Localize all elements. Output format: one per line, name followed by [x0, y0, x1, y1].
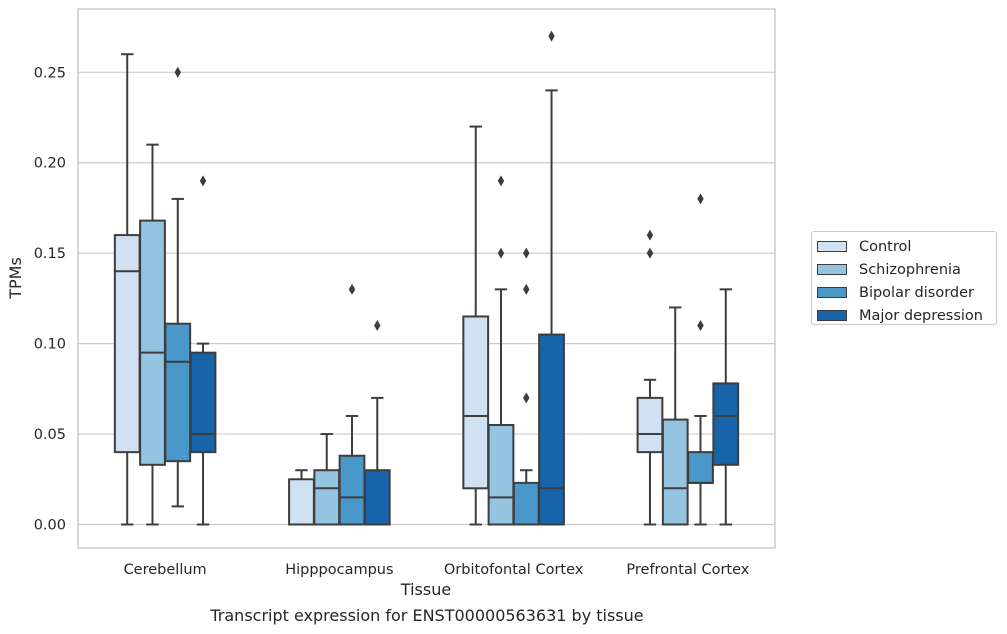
box-plot-area [113, 30, 740, 526]
box-3-0 [636, 229, 664, 526]
box-iqr [636, 396, 664, 454]
outlier-marker [523, 247, 530, 259]
outlier-marker [497, 175, 505, 187]
outlier-marker [374, 320, 381, 332]
box-0-3 [189, 175, 217, 526]
box-3-3 [712, 288, 740, 526]
box-1-0 [288, 469, 315, 526]
box-2-0 [462, 125, 490, 526]
box-3-1 [661, 306, 689, 526]
box-2-1 [487, 175, 515, 526]
x-tick-label: Cerebellum [124, 562, 207, 578]
box-iqr [538, 333, 565, 526]
box-iqr [661, 418, 689, 526]
box-iqr [487, 424, 515, 526]
outlier-marker [174, 66, 181, 78]
legend-label: Schizophrenia [859, 261, 961, 278]
outlier-marker [497, 247, 505, 259]
legend-swatch [817, 264, 847, 275]
legend-swatch [817, 241, 847, 252]
box-0-0 [113, 53, 141, 526]
legend-swatch [817, 310, 847, 321]
box-iqr [338, 454, 366, 526]
outlier-marker [523, 392, 530, 404]
box-0-1 [139, 143, 166, 526]
legend-item: Control [817, 235, 996, 258]
box-iqr [313, 469, 341, 526]
box-1-1 [313, 433, 341, 526]
box-2-3 [538, 30, 565, 526]
box-iqr [363, 469, 391, 526]
plot-frame [77, 8, 776, 549]
box-0-2 [164, 66, 192, 508]
legend-item: Bipolar disorder [817, 281, 996, 304]
legend-item: Schizophrenia [817, 258, 996, 281]
x-tick-label: Hipppocampus [285, 562, 393, 578]
outlier-marker [523, 283, 530, 295]
outlier-marker [548, 30, 555, 42]
y-tick-label: 0.10 [34, 337, 66, 353]
y-axis-ticks: 0.00 0.05 0.10 0.15 0.20 0.25 [34, 65, 66, 533]
chart-legend: Control Schizophrenia Bipolar disorder Majo… [811, 231, 997, 325]
box-2-2 [512, 247, 540, 526]
y-tick-label: 0.15 [34, 246, 66, 262]
legend-label: Control [859, 238, 912, 255]
legend-label: Bipolar disorder [859, 284, 974, 301]
y-tick-label: 0.00 [34, 517, 66, 533]
x-tick-label: Orbitofontal Cortex [444, 562, 584, 578]
box-iqr [512, 481, 540, 526]
box-iqr [139, 219, 166, 466]
y-tick-label: 0.05 [34, 427, 66, 443]
x-tick-label: Prefrontal Cortex [626, 562, 749, 578]
box-iqr [288, 478, 315, 526]
outlier-marker [348, 283, 356, 295]
chart-caption: Transcript expression for ENST0000056363… [210, 606, 644, 625]
box-iqr [462, 315, 490, 490]
box-1-2 [338, 283, 366, 526]
y-axis-label: TPMs [6, 257, 25, 300]
y-tick-label: 0.20 [34, 156, 66, 172]
box-1-3 [363, 320, 391, 526]
box-3-2 [687, 193, 714, 526]
legend-item: Major depression [817, 304, 996, 327]
x-axis-label: Tissue [400, 580, 451, 599]
box-iqr [687, 451, 714, 484]
outlier-marker [697, 193, 704, 205]
box-iqr [189, 351, 217, 454]
outlier-marker [697, 320, 704, 332]
x-axis-ticks: Cerebellum Hipppocampus Orbitofontal Corte… [124, 562, 750, 578]
legend-label: Major depression [859, 307, 983, 324]
outlier-marker [646, 229, 654, 241]
legend-swatch [817, 287, 847, 298]
box-iqr [113, 234, 141, 454]
outlier-marker [199, 175, 207, 187]
y-tick-label: 0.25 [34, 65, 66, 81]
outlier-marker [646, 247, 654, 259]
box-iqr [712, 382, 740, 466]
box-iqr [164, 322, 192, 463]
